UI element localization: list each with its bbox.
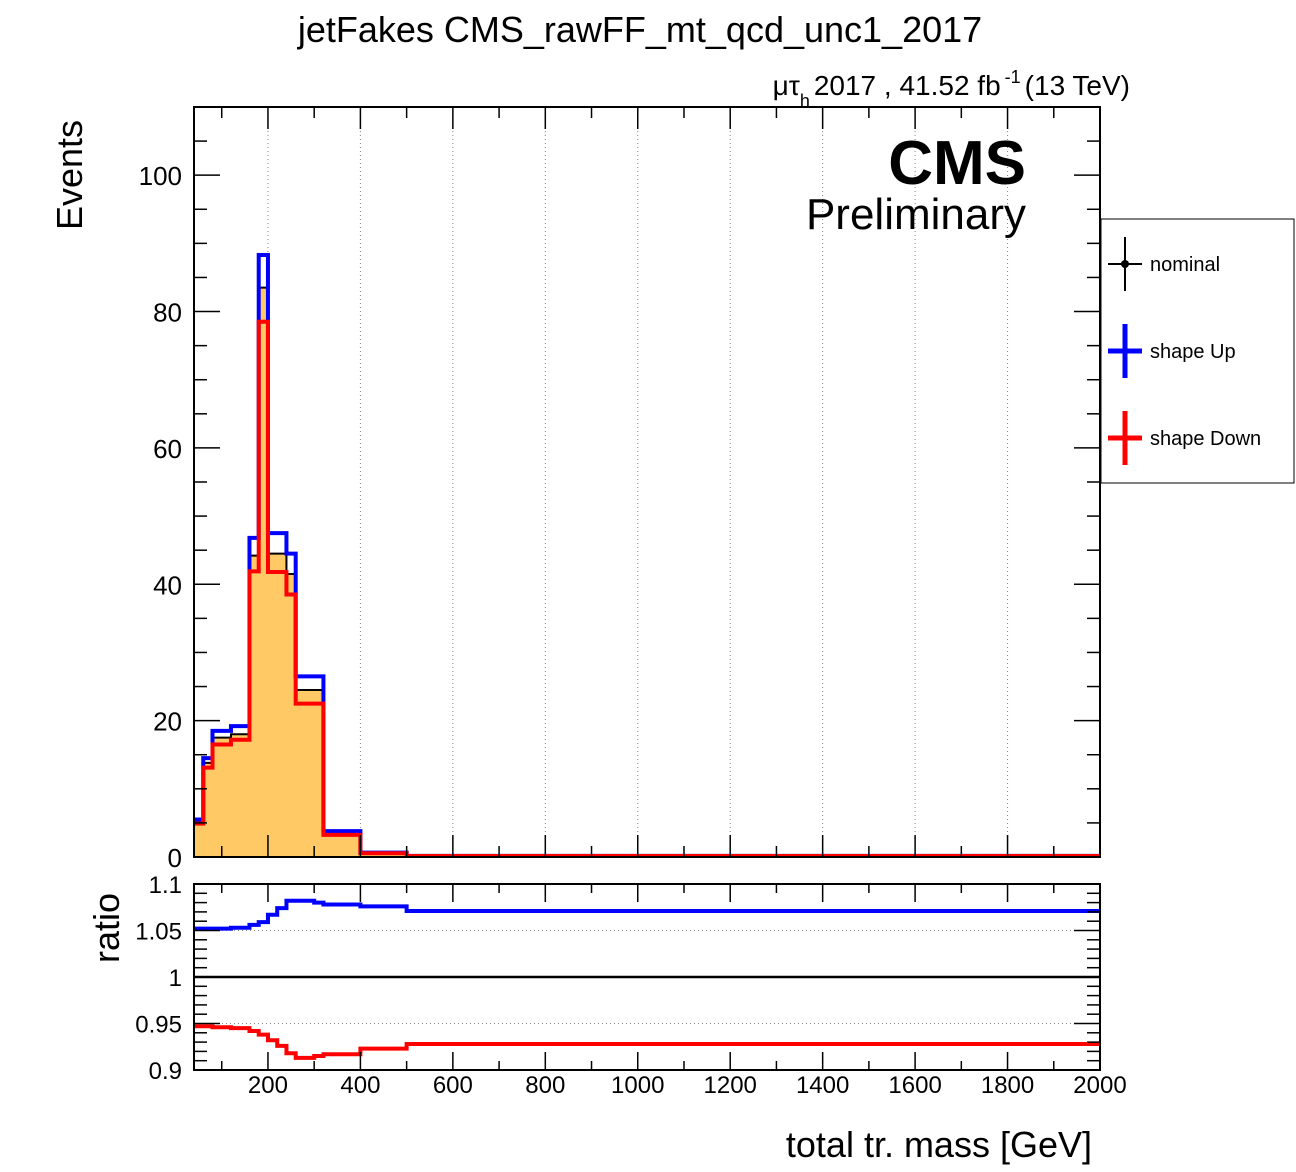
lumi-mu: μ	[773, 70, 789, 101]
y-tick-label: 40	[153, 570, 182, 600]
x-tick-label: 1400	[796, 1072, 849, 1099]
lumi-sub: h	[800, 91, 810, 111]
lumi-energy: (13 TeV)	[1025, 70, 1130, 101]
legend: nominal shape Up shape Down	[1100, 218, 1295, 484]
legend-label: shape Up	[1150, 341, 1236, 363]
ratio-axis-ticks: 0.9 0.95 1 1.05 1.1	[135, 872, 1101, 1085]
y-tick-label: 0	[168, 843, 182, 873]
x-tick-label: 2000	[1073, 1072, 1126, 1099]
shape-up-line	[194, 252, 1100, 858]
cms-sublabel: Preliminary	[806, 190, 1026, 239]
legend-marker-dot	[1121, 260, 1129, 268]
upper-grid	[267, 107, 1009, 857]
lumi-label: μτh 2017 , 41.52 fb -1 (13 TeV)	[773, 67, 1130, 111]
ratio-shape-down-line	[194, 1024, 1100, 1060]
nominal-fill	[194, 287, 1100, 857]
x-tick-label: 1000	[611, 1072, 664, 1099]
ratio-tick-label: 0.95	[135, 1012, 182, 1039]
ratio-axis-label: ratio	[86, 893, 127, 963]
upper-axis-ticks: 0 20 40 60 80 100	[139, 106, 1101, 873]
x-tick-label: 600	[433, 1072, 473, 1099]
y-tick-label: 60	[153, 434, 182, 464]
legend-label: shape Down	[1150, 428, 1261, 450]
x-tick-label: 1600	[888, 1072, 941, 1099]
upper-histograms	[194, 252, 1100, 859]
y-tick-label: 20	[153, 707, 182, 737]
ratio-tick-label: 0.9	[149, 1058, 182, 1085]
ratio-shape-up-line	[194, 898, 1100, 931]
ratio-grid	[194, 930, 1100, 1024]
x-axis-tick-labels: 200 400 600 800 1000 1200 1400 1600 1800 2000	[248, 1072, 1127, 1099]
ratio-tick-label: 1.1	[149, 872, 182, 899]
x-tick-label: 400	[340, 1072, 380, 1099]
ratio-tick-label: 1.05	[135, 919, 182, 946]
x-axis-label: total tr. mass [GeV]	[786, 1124, 1092, 1165]
legend-entry: nominal	[1108, 237, 1220, 291]
legend-entry: shape Up	[1108, 324, 1236, 378]
chart-title: jetFakes CMS_rawFF_mt_qcd_unc1_2017	[297, 9, 982, 50]
lumi-tau: τ	[789, 70, 800, 101]
lumi-sup: -1	[1005, 67, 1021, 87]
x-tick-label: 800	[525, 1072, 565, 1099]
y-axis-label: Events	[49, 120, 90, 230]
nominal-line	[194, 286, 1100, 857]
legend-entry: shape Down	[1108, 411, 1261, 465]
y-tick-label: 80	[153, 298, 182, 328]
legend-label: nominal	[1150, 254, 1220, 276]
shape-down-line	[194, 319, 1100, 859]
lumi-text: 2017 , 41.52 fb	[814, 70, 1001, 101]
x-tick-label: 200	[248, 1072, 288, 1099]
y-tick-label: 100	[139, 161, 182, 191]
ratio-histograms	[194, 898, 1100, 1060]
x-tick-label: 1800	[981, 1072, 1034, 1099]
x-tick-label: 1200	[704, 1072, 757, 1099]
cms-label: CMS	[888, 129, 1026, 198]
ratio-tick-label: 1	[169, 965, 182, 992]
